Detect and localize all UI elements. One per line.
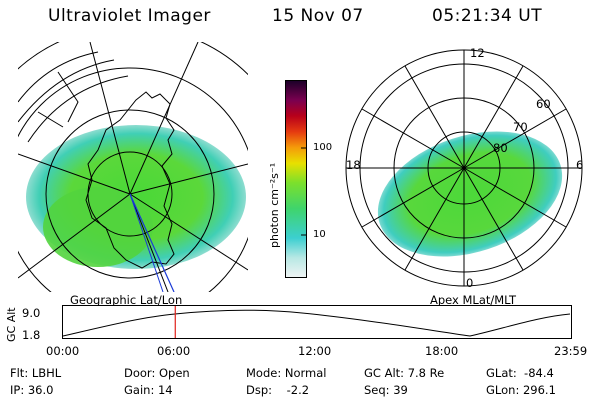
magnetic-map [345, 49, 583, 287]
mlt-label-6: 6 [576, 158, 584, 172]
info-ip: IP: 36.0 [10, 383, 54, 397]
mlt-label-0: 0 [466, 276, 474, 290]
altitude-curve [62, 309, 571, 337]
info-glon: GLon: 296.1 [486, 383, 556, 397]
orbit-xtick-0600: 06:00 [157, 344, 191, 358]
orbit-xtick-1800: 18:00 [425, 344, 459, 358]
mlat-label-60: 60 [536, 97, 551, 111]
mlt-label-12: 12 [470, 46, 485, 60]
orbit-ytick-1.8: 1.8 [22, 328, 41, 342]
colorbar [285, 80, 307, 278]
colorbar-tick-10: 10 [313, 229, 326, 240]
orbit-track [129, 193, 175, 292]
orbit-xtick-2359: 23:59 [554, 344, 588, 358]
orbit-xtick-0000: 00:00 [46, 344, 80, 358]
orbit-xtick-1200: 12:00 [298, 344, 332, 358]
info-gcalt: GC Alt: 7.8 Re [364, 366, 445, 380]
info-seq: Seq: 39 [364, 383, 408, 397]
mlat-label-70: 70 [513, 120, 528, 134]
mlt-label-18: 18 [346, 158, 361, 172]
orbit-ylabel: GC Alt [5, 307, 18, 342]
coastline [85, 91, 175, 269]
info-dsp: Dsp: -2.2 [246, 383, 310, 397]
geographic-map [18, 42, 248, 292]
geo-caption: Geographic Lat/Lon [70, 293, 183, 307]
colorbar-tick-100: 100 [313, 142, 333, 153]
mlat-label-80: 80 [493, 141, 508, 155]
colorbar-unit-label: photon cm⁻²s⁻¹ [268, 162, 281, 248]
info-glat: GLat: -84.4 [486, 366, 554, 380]
orbit-ytick-9: 9.0 [22, 306, 41, 320]
time-label: 05:21:34 UT [432, 6, 543, 26]
mag-caption: Apex MLat/MLT [430, 293, 517, 307]
date-label: 15 Nov 07 [272, 6, 364, 26]
info-mode: Mode: Normal [246, 366, 327, 380]
orbit-altitude-plot [62, 305, 572, 339]
info-flt: Flt: LBHL [10, 366, 62, 380]
info-door: Door: Open [124, 366, 190, 380]
app-title: Ultraviolet Imager [48, 6, 211, 26]
info-gain: Gain: 14 [124, 383, 173, 397]
